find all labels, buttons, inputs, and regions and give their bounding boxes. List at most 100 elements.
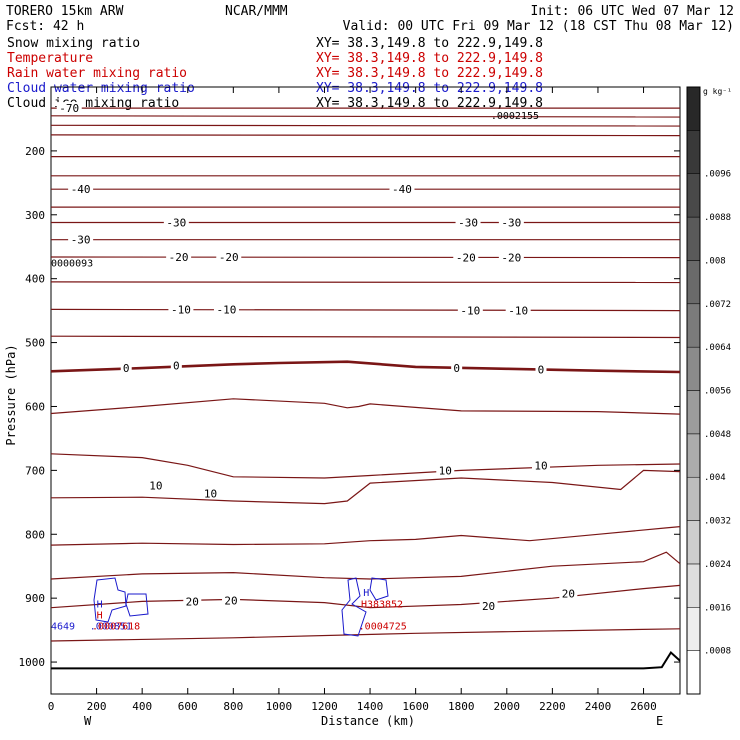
header-init: Init: 06 UTC Wed 07 Mar 12 <box>531 4 735 19</box>
value-annotation: .0004725 <box>359 621 407 632</box>
x-tick-label: 800 <box>223 700 243 713</box>
value-annotation: .0007618 <box>92 621 140 632</box>
temperature-label-bg <box>479 599 498 611</box>
temperature-label: 10 <box>204 487 217 500</box>
value-annotation: .000851 <box>90 621 132 632</box>
temperature-label-bg <box>389 183 415 195</box>
isotherm-line <box>50 628 681 642</box>
temperature-label: -40 <box>71 183 91 196</box>
colorbar-tick-label: .0008 <box>704 647 731 657</box>
temperature-label: -70 <box>59 102 79 115</box>
isotherm-line <box>50 551 681 580</box>
axes: 0 200 400 600 800 1000 1200 1400 1600 1800 2000 220… <box>19 87 680 713</box>
colorbar-tick-label: .0072 <box>704 300 731 310</box>
isotherm-line <box>50 281 681 284</box>
temperature-label: -10 <box>508 305 528 318</box>
temperature-label-bg <box>559 587 578 599</box>
colorbar-segment <box>686 86 701 131</box>
temperature-label: -30 <box>166 216 186 229</box>
temperature-label-bg <box>183 595 202 607</box>
colorbar-tick-label: .0032 <box>704 517 731 527</box>
colorbar-segment <box>686 650 701 695</box>
header-fcst: Fcst: 42 h <box>6 19 84 34</box>
temperature-label-bg <box>201 487 220 499</box>
x-tick-label: 2200 <box>539 700 566 713</box>
colorbar-tick-label: .0056 <box>704 387 731 397</box>
temperature-label: 0 <box>538 363 545 376</box>
temperature-label-bg <box>498 216 524 228</box>
header-center: NCAR/MMM <box>225 4 288 19</box>
field-label: Snow mixing ratio <box>7 36 140 51</box>
x-tick-label: 600 <box>178 700 198 713</box>
temperature-label-bg <box>146 479 165 491</box>
temperature-label: -20 <box>169 251 189 264</box>
temperature-label: -30 <box>458 216 478 229</box>
x-tick-label: 1800 <box>448 700 475 713</box>
field-xy: XY= 38.3,149.8 to 222.9,149.8 <box>316 66 543 81</box>
colorbar-segment <box>686 130 701 174</box>
colorbar-tick-label: .008 <box>704 256 726 266</box>
temperature-label-bg <box>56 102 82 114</box>
temperature-label-bg <box>168 303 194 315</box>
temperature-label-bg <box>68 183 94 195</box>
x-tick-label: 0 <box>48 700 55 713</box>
value-annotation: H <box>363 588 369 599</box>
colorbar-segment <box>686 607 701 651</box>
value-annotations: .00021550000093HH.000851.00076184649HH38… <box>51 111 539 633</box>
x-tick-label: 1600 <box>402 700 429 713</box>
temperature-label-bg <box>166 250 192 262</box>
colorbar-unit: g kg⁻¹ <box>703 87 732 96</box>
y-axis-label: Pressure (hPa) <box>4 344 18 445</box>
cloud-water-contour <box>341 577 367 637</box>
temperature-label: -40 <box>392 183 412 196</box>
colorbar-segment <box>686 346 701 391</box>
colorbar-tick-label: .004 <box>704 473 726 483</box>
hydrometeor-contours <box>93 577 389 637</box>
cloud-water-contour <box>125 593 149 617</box>
isotherm-line <box>50 398 681 415</box>
y-tick-label: 1000 <box>19 656 46 669</box>
temperature-label-bg <box>498 251 524 263</box>
field-xy: XY= 38.3,149.8 to 222.9,149.8 <box>316 36 543 51</box>
field-label: Cloud ice mixing ratio <box>7 96 179 111</box>
value-annotation: 0000093 <box>51 259 93 270</box>
y-tick-label: 400 <box>25 273 45 286</box>
isotherm-line <box>50 256 681 259</box>
temperature-label: 20 <box>224 595 237 608</box>
field-label: Cloud water mixing ratio <box>7 81 195 96</box>
y-tick-label: 900 <box>25 592 45 605</box>
temperature-label: -10 <box>460 305 480 318</box>
x-tick-label: 2600 <box>630 700 657 713</box>
field-xy: XY= 38.3,149.8 to 222.9,149.8 <box>316 96 543 111</box>
temperature-label: 0 <box>173 360 180 373</box>
field-label: Temperature <box>7 51 93 66</box>
temperature-label-bg <box>216 250 242 262</box>
temperature-label-bg <box>120 362 132 374</box>
field-xy: XY= 38.3,149.8 to 222.9,149.8 <box>316 81 543 96</box>
isotherm-line <box>50 360 681 374</box>
colorbar-tick-label: .0088 <box>704 213 731 223</box>
temperature-label-bg <box>453 251 479 263</box>
temperature-label: -20 <box>501 252 521 265</box>
temperature-label: 20 <box>482 600 495 613</box>
isotherm-line <box>50 308 681 312</box>
x-tick-label: 1400 <box>357 700 384 713</box>
colorbar-segment <box>686 563 701 608</box>
temperature-label-bg <box>213 303 239 315</box>
temperature-label: 0 <box>123 362 130 375</box>
x-tick-label: 2400 <box>585 700 612 713</box>
colorbar-tick-label: .0096 <box>704 170 731 180</box>
x-axis-label: Distance (km) <box>321 714 415 728</box>
y-tick-label: 500 <box>25 337 45 350</box>
temperature-label-bg <box>163 216 189 228</box>
temperature-label-bg <box>451 362 463 374</box>
y-tick-label: 200 <box>25 145 45 158</box>
field-legend: Snow mixing ratio XY= 38.3,149.8 to 222.9… <box>7 36 543 111</box>
isotherm-line <box>50 453 681 479</box>
colorbar-segment <box>686 216 701 261</box>
temperature-label: 20 <box>186 595 199 608</box>
temperature-label: 10 <box>439 464 452 477</box>
cloud-water-contour <box>369 577 389 601</box>
temperature-label-bg <box>455 216 481 228</box>
